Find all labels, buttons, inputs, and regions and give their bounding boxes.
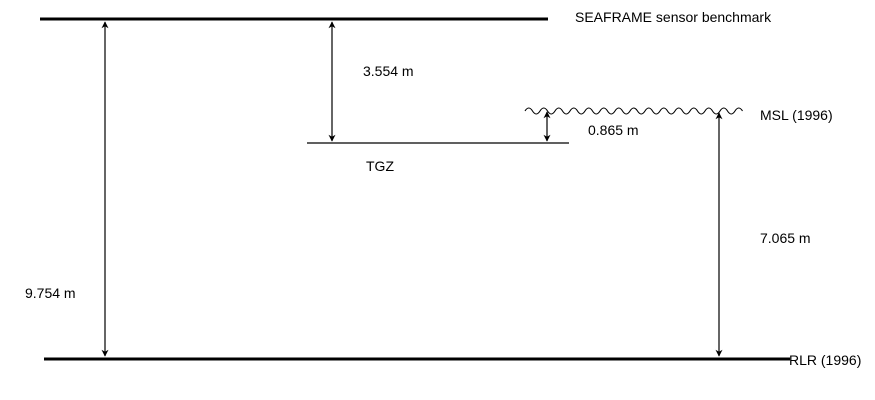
benchmark-label: SEAFRAME sensor benchmark bbox=[575, 9, 772, 25]
benchmark-to-rlr-distance: 9.754 m bbox=[25, 285, 76, 301]
benchmark-to-tgz-distance: 3.554 m bbox=[363, 63, 414, 79]
tgz-label: TGZ bbox=[366, 158, 394, 174]
tgz-to-msl-distance: 0.865 m bbox=[588, 122, 639, 138]
msl-label: MSL (1996) bbox=[760, 107, 833, 123]
msl-wave-line bbox=[524, 107, 743, 115]
rlr-label: RLR (1996) bbox=[789, 352, 861, 368]
msl-to-rlr-distance: 7.065 m bbox=[760, 230, 811, 246]
